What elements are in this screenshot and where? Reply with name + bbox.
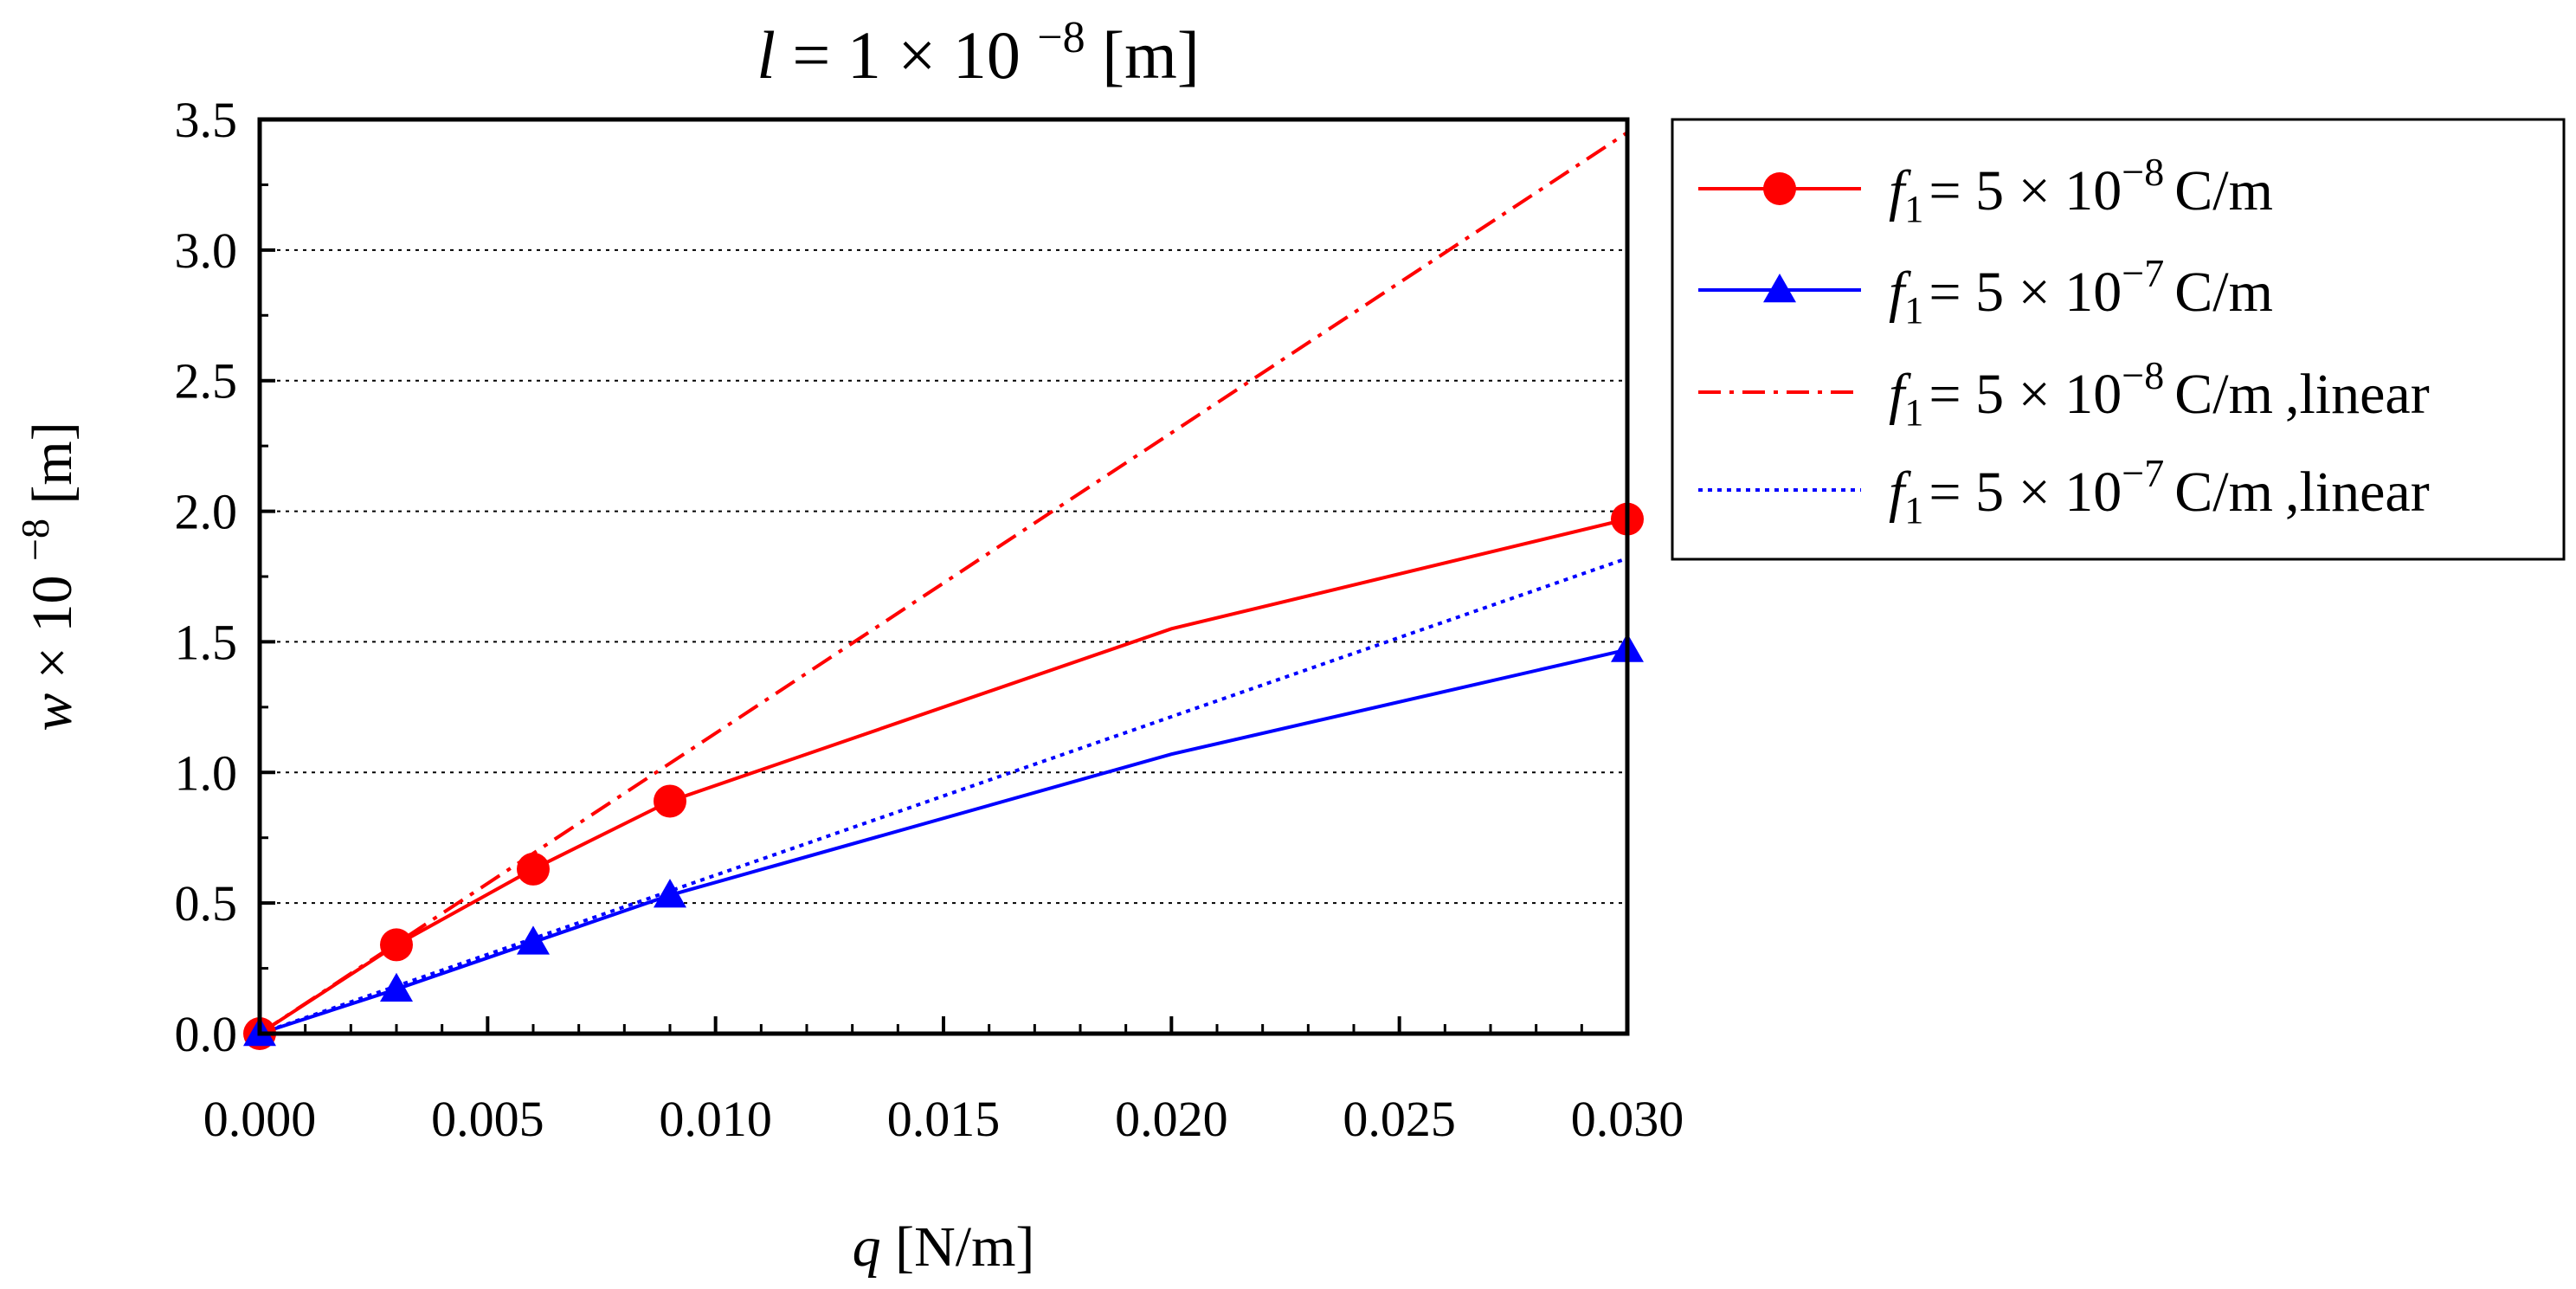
- x-tick-label-0: 0.000: [203, 1091, 317, 1147]
- y-axis-label-var: w: [21, 693, 84, 732]
- y-tick-label-6: 3.0: [175, 222, 238, 279]
- marker-s1-p2: [517, 925, 550, 955]
- y-tick-label-0: 0.0: [175, 1006, 238, 1062]
- legend-label-1: f1= 5 × 10−7 C/m: [1889, 251, 2273, 332]
- series-line-0: [258, 517, 1628, 1035]
- chart-title-eq: = 1 × 10: [792, 17, 1020, 93]
- grid-lines: [260, 248, 1627, 905]
- y-axis-label: w × 10 −8 [m]: [0, 422, 84, 732]
- y-tick-label-5: 2.5: [175, 353, 238, 409]
- y-tick-label-4: 2.0: [175, 484, 238, 540]
- chart-title-unit: [m]: [1102, 17, 1200, 93]
- x-tick-label-5: 0.025: [1343, 1091, 1456, 1147]
- y-axis-label-exp: −8: [13, 519, 57, 561]
- x-tick-labels: 0.000 0.005 0.010 0.015 0.020 0.025 0.030: [203, 1091, 1684, 1147]
- y-axis-label-unit: [m]: [21, 422, 84, 504]
- chart-title: l = 1 × 10 −8 [m]: [757, 0, 1200, 93]
- marker-s1-p3: [654, 879, 686, 908]
- legend-box: [1671, 118, 2566, 561]
- marker-s0-p2: [517, 852, 550, 886]
- legend: f1= 5 × 10−8 C/m f1= 5 × 10−7 C/m f1= 5 × 10…: [1671, 118, 2566, 561]
- marker-s0-p1: [380, 928, 413, 962]
- plot-frame: [257, 117, 1630, 1036]
- legend-label-3: f1= 5 × 10−7 C/m ,linear: [1889, 451, 2430, 532]
- y-tick-labels: 0.0 0.5 1.0 1.5 2.0 2.5 3.0 3.5: [175, 92, 238, 1062]
- marker-s1-p1: [380, 972, 413, 1002]
- x-tick-label-4: 0.020: [1115, 1091, 1228, 1147]
- legend-label-2: f1= 5 × 10−8 C/m ,linear: [1889, 353, 2430, 434]
- legend-marker-0: [1763, 172, 1796, 205]
- y-axis-label-mid: × 10: [21, 575, 84, 679]
- x-axis-label: q [N/m]: [853, 1215, 1035, 1279]
- chart-title-var: l: [757, 17, 776, 93]
- x-tick-label-2: 0.010: [659, 1091, 772, 1147]
- y-tick-label-7: 3.5: [175, 92, 238, 148]
- x-tick-label-6: 0.030: [1571, 1091, 1684, 1147]
- chart-title-exp: −8: [1037, 13, 1085, 62]
- y-tick-label-2: 1.0: [175, 744, 238, 801]
- axis-ticks: [258, 118, 1629, 1035]
- x-axis-label-var: q: [853, 1215, 881, 1279]
- x-tick-label-3: 0.015: [887, 1091, 1001, 1147]
- legend-marker-1: [1763, 274, 1796, 303]
- x-tick-label-1: 0.005: [431, 1091, 544, 1147]
- legend-label-0: f1= 5 × 10−8 C/m: [1889, 150, 2273, 230]
- series-line-1: [259, 648, 1628, 1035]
- series-line-2: [258, 131, 1629, 1035]
- series-line-3: [259, 556, 1628, 1035]
- y-tick-label-3: 1.5: [175, 614, 238, 670]
- marker-s0-p3: [654, 784, 686, 818]
- y-tick-label-1: 0.5: [175, 875, 238, 931]
- x-axis-label-unit: [N/m]: [895, 1215, 1034, 1279]
- series-layer: [258, 131, 1629, 1035]
